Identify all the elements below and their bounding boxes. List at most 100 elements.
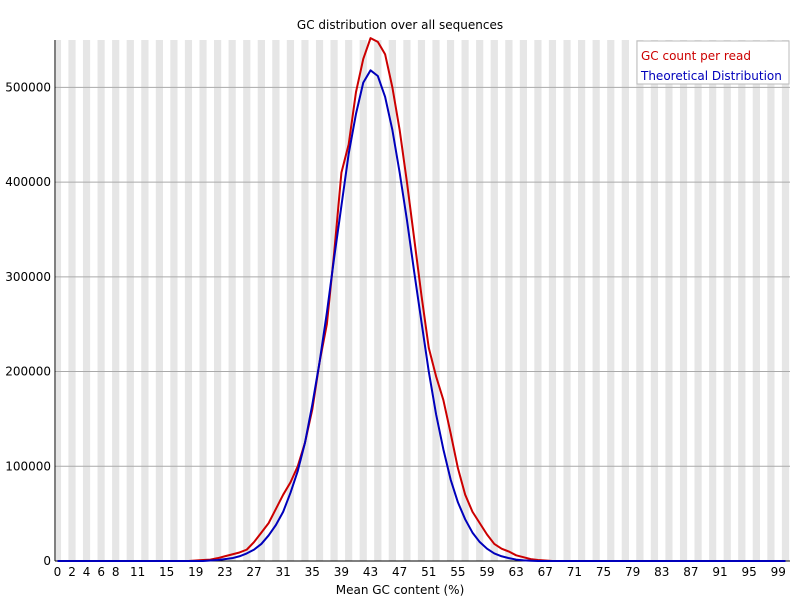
x-tick-label: 71 — [567, 565, 582, 579]
grid-band — [446, 40, 455, 561]
grid-band — [75, 40, 83, 561]
grid-band — [345, 40, 353, 561]
grid-band — [672, 40, 680, 561]
grid-band — [650, 40, 659, 561]
series-lines — [57, 37, 786, 562]
grid-band — [614, 40, 622, 561]
grid-band — [141, 40, 149, 561]
grid-band — [170, 40, 178, 561]
grid-band — [294, 40, 302, 561]
grid-band — [112, 40, 120, 561]
grid-band — [512, 40, 520, 561]
grid-band — [760, 40, 768, 561]
x-tick-label: 2 — [68, 565, 76, 579]
grid-band — [476, 40, 484, 561]
grid-band — [286, 40, 295, 561]
x-tick-label: 27 — [246, 565, 261, 579]
grid-band — [61, 40, 69, 561]
grid-band — [745, 40, 753, 561]
grid-band — [643, 40, 651, 561]
grid-band — [206, 40, 215, 561]
legend-entry-gc-count: GC count per read — [641, 49, 751, 63]
x-tick-label: 19 — [188, 565, 203, 579]
grid-band — [563, 40, 571, 561]
grid-band — [192, 40, 200, 561]
grid-band — [752, 40, 761, 561]
y-tick-label: 300000 — [5, 270, 51, 284]
grid-band — [432, 40, 440, 561]
grid-band — [599, 40, 608, 561]
grid-band — [774, 40, 782, 561]
grid-band — [330, 40, 338, 561]
grid-band — [730, 40, 739, 561]
grid-band — [323, 40, 331, 561]
grid-band — [177, 40, 185, 561]
grid-band — [221, 40, 229, 561]
grid-band — [184, 40, 193, 561]
grid-band — [133, 40, 142, 561]
x-tick-label: 39 — [334, 565, 349, 579]
grid-band — [315, 40, 324, 561]
x-axis-label: Mean GC content (%) — [336, 583, 465, 597]
grid-band — [214, 40, 222, 561]
grid-band — [628, 40, 637, 561]
grid-band — [410, 40, 418, 561]
grid-band — [301, 40, 309, 561]
grid-band — [738, 40, 746, 561]
grid-band — [403, 40, 411, 561]
grid-band — [126, 40, 134, 561]
grid-band — [468, 40, 477, 561]
series-line-theoretical — [57, 69, 786, 562]
grid-band — [461, 40, 469, 561]
grid-band — [359, 40, 367, 561]
x-tick-label: 47 — [392, 565, 407, 579]
grid-band — [97, 40, 105, 561]
grid-band — [621, 40, 629, 561]
grid-band — [534, 40, 542, 561]
grid-band — [257, 40, 265, 561]
grid-band — [694, 40, 702, 561]
grid-band — [578, 40, 586, 561]
x-tick-label: 11 — [130, 565, 145, 579]
grid-band — [82, 40, 91, 561]
x-tick-label: 91 — [712, 565, 727, 579]
grid-band — [163, 40, 171, 561]
grid-band — [505, 40, 513, 561]
x-tick-label: 99 — [771, 565, 786, 579]
grid-band — [454, 40, 462, 561]
x-tick-label: 31 — [276, 565, 291, 579]
grid-band — [366, 40, 375, 561]
grid-band — [56, 40, 62, 561]
grid-band — [548, 40, 557, 561]
grid-band — [337, 40, 346, 561]
grid-band — [527, 40, 535, 561]
x-tick-label: 67 — [538, 565, 553, 579]
grid-band — [264, 40, 273, 561]
x-tick-label: 79 — [625, 565, 640, 579]
grid-band — [767, 40, 775, 561]
grid-band — [374, 40, 382, 561]
y-tick-label: 500000 — [5, 80, 51, 94]
chart-title: GC distribution over all sequences — [297, 18, 503, 32]
grid-band — [119, 40, 127, 561]
grid-band — [716, 40, 724, 561]
grid-band — [483, 40, 491, 561]
x-tick-label: 15 — [159, 565, 174, 579]
grid-band — [585, 40, 593, 561]
grid-band — [352, 40, 360, 561]
y-tick-label: 200000 — [5, 365, 51, 379]
x-tick-label: 0 — [54, 565, 62, 579]
x-tick-label: 75 — [596, 565, 611, 579]
grid-band — [243, 40, 251, 561]
x-tick-label: 59 — [479, 565, 494, 579]
grid-band — [723, 40, 731, 561]
x-tick-label: 35 — [305, 565, 320, 579]
grid-band — [497, 40, 506, 561]
grid-band — [541, 40, 549, 561]
grid-band — [381, 40, 389, 561]
vertical-bands — [56, 40, 790, 561]
x-tick-label: 95 — [741, 565, 756, 579]
grid-band — [272, 40, 280, 561]
grid-band — [199, 40, 207, 561]
